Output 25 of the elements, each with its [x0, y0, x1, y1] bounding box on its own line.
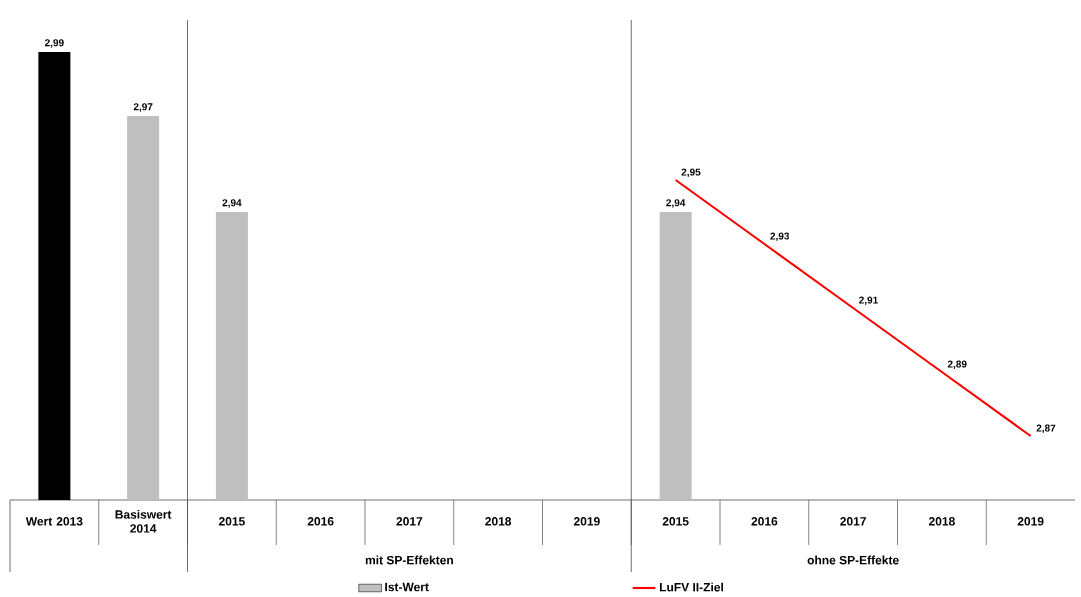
x-tick-label: 2018 [928, 517, 955, 526]
x-tick-label: Wert 2013 [25, 517, 83, 526]
data-label: 2,97 [133, 103, 153, 112]
x-tick-label: 2015 [218, 517, 245, 526]
data-label: 2,95 [681, 168, 701, 178]
data-label: 2,93 [770, 232, 790, 242]
data-label: 2,91 [859, 296, 878, 306]
x-tick-label: 2019 [1017, 517, 1044, 526]
text: mit SP-Effekten [365, 555, 453, 565]
data-label: 2,89 [947, 360, 967, 370]
data-label: 2,94 [222, 199, 242, 208]
data-label: 2,94 [666, 199, 686, 208]
legend-label: Ist-Wert [385, 582, 429, 592]
x-tick-label: 2015 [662, 517, 689, 526]
data-label: 2,87 [1036, 424, 1056, 434]
text: ohne SP-Effekte [807, 555, 899, 565]
x-tick-label: 2017 [396, 517, 423, 526]
x-tick-label: 2019 [573, 517, 600, 526]
x-tick-label: Basiswert 2014 [115, 509, 172, 533]
x-tick-label: 2018 [485, 517, 512, 526]
data-label: 2,99 [45, 39, 64, 48]
x-tick-label: 2016 [307, 517, 334, 526]
legend-label: LuFV II-Ziel [659, 582, 723, 592]
x-tick-label: 2016 [751, 517, 778, 526]
x-tick-label: 2017 [840, 517, 866, 526]
